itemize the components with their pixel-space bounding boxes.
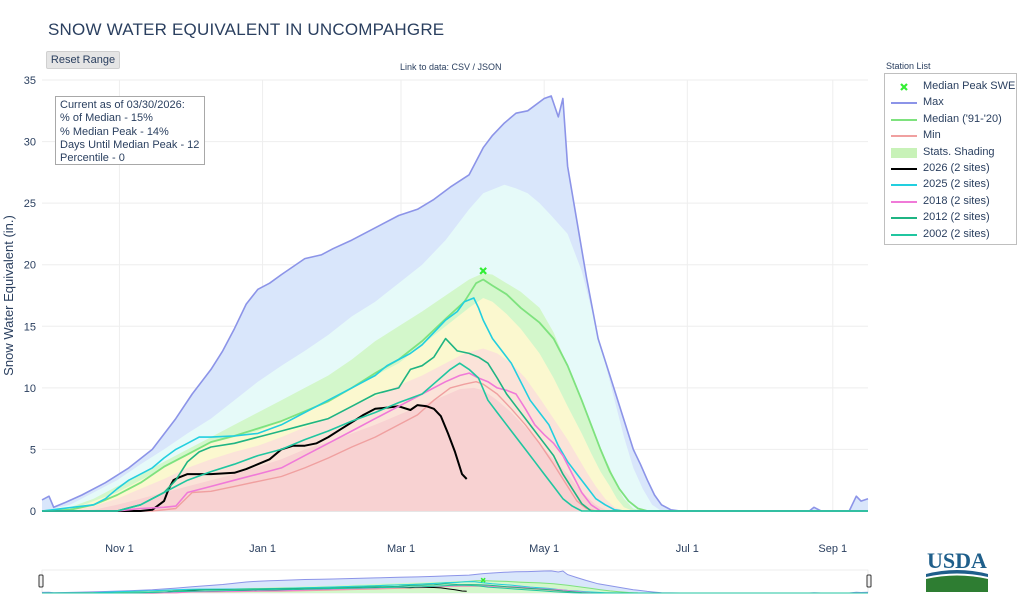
legend-label: Stats. Shading xyxy=(923,145,995,158)
x-tick-label: Nov 1 xyxy=(105,543,134,555)
series-line-2002-2-sites xyxy=(42,362,868,512)
range-slider-peak-marker xyxy=(480,577,486,583)
legend-swatch xyxy=(891,147,917,158)
usda-logo-text: USDA xyxy=(927,548,987,573)
y-tick-label: 30 xyxy=(24,137,36,149)
info-line: % of Median - 15% xyxy=(60,112,153,125)
x-tick-label: Sep 1 xyxy=(818,543,847,555)
usda-logo: USDA xyxy=(926,548,988,592)
legend-label: 2026 (2 sites) xyxy=(923,162,990,174)
chart-title: SNOW WATER EQUIVALENT IN UNCOMPAHGRE xyxy=(48,20,445,39)
legend-label: Median ('91-'20) xyxy=(923,112,1002,125)
legend-item[interactable]: Min xyxy=(885,128,1016,144)
median-peak-marker xyxy=(479,267,487,275)
series-line-2025-2-sites xyxy=(41,297,868,512)
series-line-2018-2-sites xyxy=(42,372,868,512)
series-line-min xyxy=(42,381,868,512)
legend-swatch xyxy=(891,135,917,138)
legend-label: Median Peak SWE xyxy=(923,80,1016,92)
info-line: % Median Peak - 14% xyxy=(60,125,169,138)
legend-swatch xyxy=(891,118,917,121)
legend-swatch xyxy=(891,233,917,236)
series-line-median-91-20 xyxy=(41,278,868,512)
range-slider-line xyxy=(42,583,868,594)
reset-range-button[interactable]: Reset Range xyxy=(46,51,120,69)
legend-label: Max xyxy=(923,96,944,109)
y-axis-label: Snow Water Equivalent (in.) xyxy=(1,215,16,376)
legend-label: 2012 (2 sites) xyxy=(923,211,990,224)
legend-swatch xyxy=(891,200,917,203)
info-line: Percentile - 0 xyxy=(60,152,125,165)
y-tick-label: 15 xyxy=(24,321,36,333)
legend-swatch xyxy=(891,168,917,170)
legend-item[interactable]: Median ('91-'20) xyxy=(885,112,1016,128)
legend-swatch xyxy=(891,102,917,105)
y-tick-label: 35 xyxy=(24,75,36,87)
y-tick-label: 5 xyxy=(30,444,36,456)
legend-item[interactable]: 2002 (2 sites) xyxy=(885,227,1016,243)
legend-label: 2025 (2 sites) xyxy=(923,178,990,191)
data-link[interactable]: Link to data: CSV / JSON xyxy=(400,62,502,72)
range-slider-handle[interactable] xyxy=(866,574,872,588)
legend-swatch xyxy=(900,83,908,91)
legend-item[interactable]: 2012 (2 sites) xyxy=(885,210,1016,226)
legend-label: 2018 (2 sites) xyxy=(923,194,990,207)
legend-label: 2002 (2 sites) xyxy=(923,227,990,240)
y-tick-label: 0 xyxy=(30,506,36,518)
legend-item[interactable]: Stats. Shading xyxy=(885,145,1016,161)
station-list-label: Station List xyxy=(886,61,931,71)
legend-swatch xyxy=(891,217,917,220)
info-line: Days Until Median Peak - 12 xyxy=(60,138,200,151)
legend-item[interactable]: 2018 (2 sites) xyxy=(885,194,1016,210)
legend-item[interactable]: Median Peak SWE xyxy=(885,79,1016,95)
series-line-2012-2-sites xyxy=(42,337,868,512)
info-line: Current as of 03/30/2026: xyxy=(60,99,185,111)
x-tick-label: Jul 1 xyxy=(676,543,699,555)
range-slider-line xyxy=(42,585,868,594)
series-line-2026-2-sites xyxy=(42,404,468,512)
legend-label: Min xyxy=(923,129,941,142)
station-legend: Median Peak SWE Max Median ('91-'20) Min Sta… xyxy=(884,73,1017,245)
range-slider-line xyxy=(42,584,868,594)
legend-item[interactable]: Max xyxy=(885,95,1016,111)
legend-swatch xyxy=(891,184,917,187)
range-slider-handle[interactable] xyxy=(38,574,44,588)
y-tick-label: 10 xyxy=(24,383,36,395)
legend-item[interactable]: 2026 (2 sites) xyxy=(885,161,1016,177)
series-line-max xyxy=(41,95,869,512)
y-tick-label: 20 xyxy=(24,260,36,272)
x-tick-label: Mar 1 xyxy=(387,543,415,555)
legend-item[interactable]: 2025 (2 sites) xyxy=(885,177,1016,193)
current-status-box: Current as of 03/30/2026: % of Median - … xyxy=(55,96,205,165)
y-tick-label: 25 xyxy=(24,198,36,210)
x-tick-label: Jan 1 xyxy=(249,543,276,555)
x-tick-label: May 1 xyxy=(529,543,559,555)
